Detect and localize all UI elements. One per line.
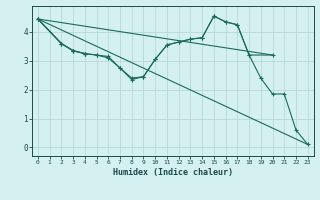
X-axis label: Humidex (Indice chaleur): Humidex (Indice chaleur) [113,168,233,177]
